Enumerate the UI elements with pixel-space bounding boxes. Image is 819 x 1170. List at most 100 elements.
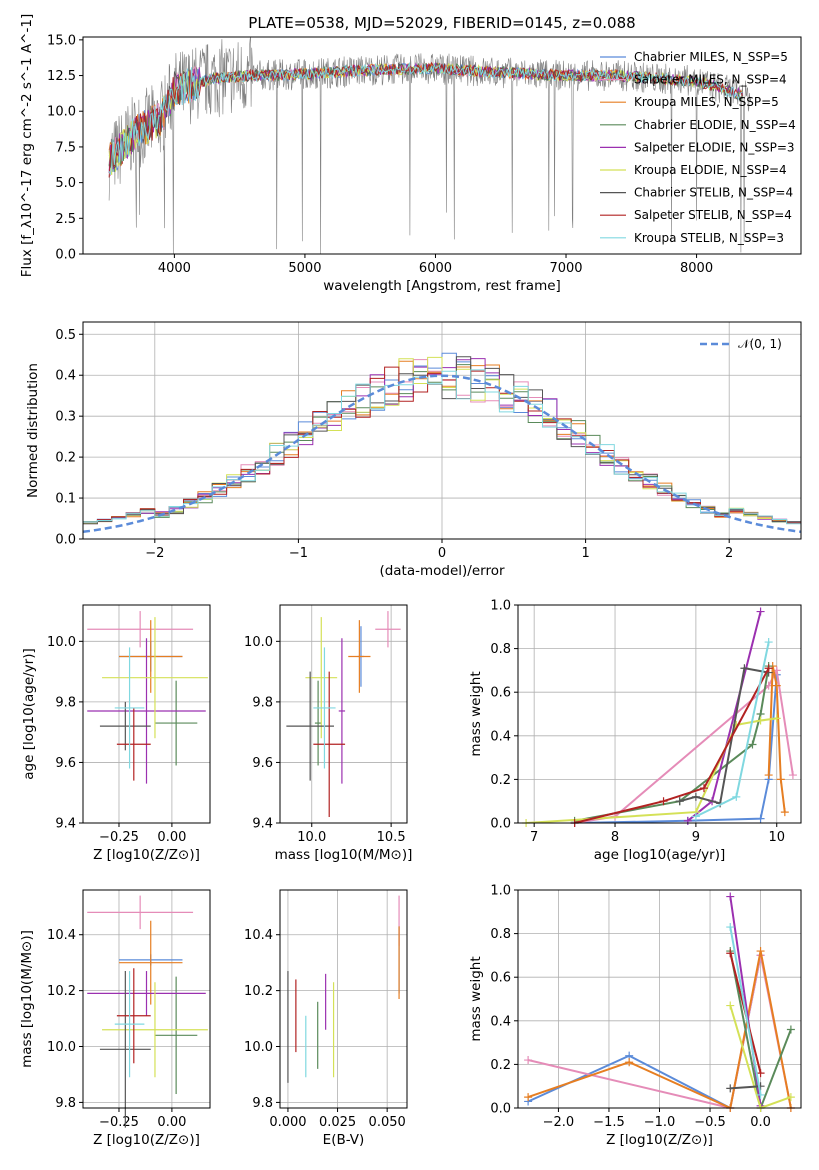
y-tick-label: 10.4: [244, 928, 273, 943]
data-point: [625, 1058, 634, 1067]
data-point: [524, 1056, 533, 1065]
x-tick-label: 1: [581, 546, 589, 561]
frame-mw_vs_Z: [517, 889, 802, 1109]
axes-mw_vs_Z: −2.0 −1.5 −1.0 −0.5 0.0 0.0 0.2 0.4 0.6 0.8 1.0 Z […: [468, 884, 801, 1148]
x-tick-label: −0.25: [99, 1115, 139, 1130]
data-point: [726, 923, 735, 932]
x-tick-label: 5000: [288, 261, 321, 276]
y-tick-label: 9.4: [55, 817, 76, 832]
y-tick-label: 15.0: [47, 33, 76, 48]
x-tick-label: 0.000: [269, 1115, 306, 1130]
y-tick-label: 9.8: [252, 695, 273, 710]
data-point: [756, 1069, 765, 1078]
x-axis-label: wavelength [Angstrom, rest frame]: [323, 278, 561, 294]
y-tick-label: 0.2: [490, 1058, 511, 1073]
y-tick-label: 0.4: [55, 369, 76, 384]
data-point: [764, 771, 773, 780]
y-tick-label: 10.0: [47, 105, 76, 120]
series-line: [527, 950, 792, 1108]
data-point: [524, 1093, 533, 1102]
data-point: [772, 714, 781, 723]
x-tick-label: −1.0: [644, 1115, 676, 1130]
y-tick-label: 0.6: [490, 971, 511, 986]
y-axis-label: mass [log10(M/M⊙)]: [19, 930, 35, 1068]
x-tick-label: −1.5: [593, 1115, 625, 1130]
data-point: [726, 1084, 735, 1093]
y-tick-label: 9.4: [252, 817, 273, 832]
y-tick-label: 9.6: [252, 756, 273, 771]
spectrum-frame: [82, 36, 802, 255]
data-point: [732, 792, 741, 801]
histogram-step: [83, 369, 801, 525]
x-axis-label: E(B-V): [323, 1132, 365, 1148]
data-point: [788, 771, 797, 780]
x-tick-label: −2.0: [543, 1115, 575, 1130]
axes-residuals: −2 −1 0 1 2 0.0 0.1 0.2 0.3 0.4 0.5 (data-model)/er…: [25, 322, 802, 579]
series-line: [729, 950, 792, 1108]
x-tick-label: 10: [768, 830, 785, 845]
y-tick-label: 0.4: [490, 1014, 511, 1029]
axes-age_vs_Z: −0.25 0.00 9.4 9.6 9.8 10.0 Z [log10(Z/Z⊙)] age…: [21, 605, 210, 863]
data-point: [776, 775, 785, 784]
series-line: [730, 1085, 761, 1090]
x-tick-label: 2: [725, 546, 733, 561]
y-tick-label: 0.5: [55, 328, 76, 343]
data-point: [691, 812, 700, 821]
series-line: [574, 667, 770, 823]
x-tick-label: 8000: [680, 261, 713, 276]
x-tick-label: 10.0: [297, 830, 326, 845]
y-tick-label: 0.8: [490, 927, 511, 942]
y-tick-label: 12.5: [47, 69, 76, 84]
y-tick-label: 0.0: [55, 248, 76, 263]
frame-mass_vs_EBV: [279, 889, 408, 1109]
y-tick-label: 0.4: [490, 729, 511, 744]
axes-mass_vs_Z: −0.25 0.00 9.8 10.0 10.2 10.4 Z [log10(Z/Z⊙)] m…: [19, 890, 210, 1148]
y-tick-label: 10.4: [47, 928, 76, 943]
data-point: [756, 1082, 765, 1091]
data-point: [748, 740, 757, 749]
x-tick-label: 10.5: [377, 830, 406, 845]
y-tick-label: 9.8: [55, 695, 76, 710]
x-tick-label: −0.5: [694, 1115, 726, 1130]
axes-mass_vs_EBV: 0.000 0.025 0.050 9.8 10.0 10.2 10.4 E(B-V): [244, 890, 407, 1148]
y-tick-label: 0.2: [490, 773, 511, 788]
y-tick-label: 7.5: [55, 140, 76, 155]
x-tick-label: 7000: [549, 261, 582, 276]
x-axis-label: Z [log10(Z/Z⊙)]: [93, 847, 200, 863]
data-point: [786, 1025, 795, 1034]
legend-label: Kroupa MILES, N_SSP=5: [634, 95, 779, 109]
data-point: [740, 664, 749, 673]
data-point: [764, 638, 773, 647]
y-tick-label: 10.0: [47, 1040, 76, 1055]
frame-mass_vs_Z: [82, 889, 211, 1109]
x-tick-label: −0.25: [99, 830, 139, 845]
legend-label: Salpeter MILES, N_SSP=4: [634, 73, 787, 87]
spectrum-model-line: [108, 61, 743, 175]
x-tick-label: 6000: [419, 261, 452, 276]
data-point: [756, 947, 765, 956]
y-tick-label: 10.2: [244, 984, 273, 999]
y-tick-label: 0.2: [55, 451, 76, 466]
legend-label: Chabrier ELODIE, N_SSP=4: [634, 118, 796, 132]
axes-spectrum: 4000 5000 6000 7000 8000 0.0 2.5 5.0 7.5 10.0 12.5…: [19, 14, 796, 294]
data-point: [726, 949, 735, 958]
x-axis-label: age [log10(age/yr)]: [594, 847, 726, 863]
legend-label: Salpeter STELIB, N_SSP=4: [634, 208, 792, 222]
frame-age_vs_Z: [82, 604, 211, 824]
x-tick-label: 9: [692, 830, 700, 845]
y-tick-label: 0.0: [490, 817, 511, 832]
y-tick-label: 0.8: [490, 642, 511, 657]
data-point: [764, 664, 773, 673]
x-axis-label: Z [log10(Z/Z⊙)]: [606, 1132, 713, 1148]
x-axis-label: mass [log10(M/M⊙)]: [275, 847, 413, 863]
y-axis-label: mass weight: [468, 956, 484, 1041]
y-tick-label: 10.2: [47, 984, 76, 999]
x-axis-label: Z [log10(Z/Z⊙)]: [93, 1132, 200, 1148]
y-tick-label: 0.6: [490, 686, 511, 701]
y-tick-label: 9.8: [55, 1096, 76, 1111]
y-axis-label: Normed distribution: [25, 363, 41, 498]
data-point: [726, 1001, 735, 1010]
data-point: [659, 797, 668, 806]
frame-age_vs_mass: [279, 604, 408, 824]
